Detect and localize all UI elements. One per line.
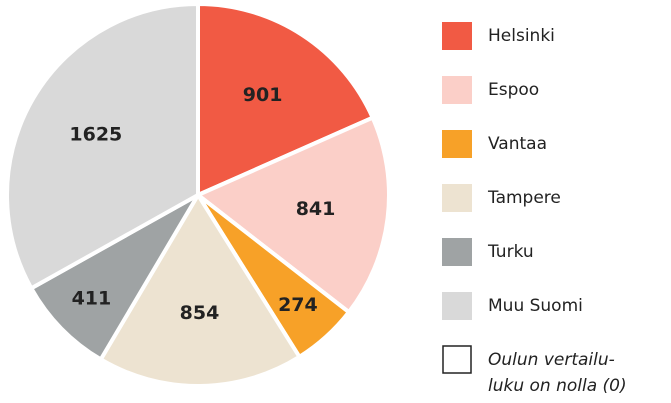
legend-swatch (442, 345, 472, 374)
legend-label: Espoo (488, 80, 539, 100)
data-label: 1625 (69, 124, 122, 146)
legend-swatch (442, 130, 472, 158)
legend-swatch (442, 76, 472, 104)
legend-label: Helsinki (488, 26, 555, 46)
legend: Helsinki Espoo Vantaa Tampere Turku Muu Suomi… (442, 22, 627, 396)
legend-swatch (442, 184, 472, 212)
data-label: 274 (278, 294, 318, 316)
pie-slice (5, 2, 200, 291)
legend-swatch (442, 22, 472, 50)
data-label: 854 (180, 302, 220, 324)
data-label: 901 (243, 84, 283, 106)
legend-label: Tampere (487, 188, 561, 208)
pie-slice (196, 2, 375, 197)
pie: 901 841 274 854 411 1625 (5, 2, 391, 388)
annotation: luku on nolla (0) (488, 376, 627, 396)
legend-label: Muu Suomi (488, 296, 583, 316)
pie-slice (98, 193, 302, 388)
pie-slice (196, 115, 391, 315)
annotation: Oulun vertailu- (488, 350, 615, 370)
legend-swatch (442, 238, 472, 266)
legend-label: Vantaa (488, 134, 547, 154)
legend-label: Turku (487, 242, 534, 262)
legend-swatch (442, 292, 472, 320)
data-label: 841 (296, 198, 336, 220)
data-label: 411 (72, 288, 112, 310)
